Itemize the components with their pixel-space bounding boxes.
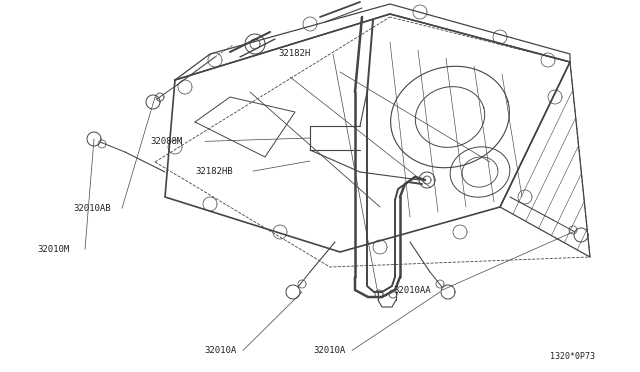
- Text: 32010A: 32010A: [314, 346, 346, 355]
- Text: 32182H: 32182H: [278, 49, 310, 58]
- Text: 32010AA: 32010AA: [394, 286, 431, 295]
- Text: 32088M: 32088M: [150, 137, 182, 146]
- Text: 32010AB: 32010AB: [74, 204, 111, 213]
- Text: 1320*0P73: 1320*0P73: [550, 352, 595, 361]
- Text: 32182HB: 32182HB: [195, 167, 233, 176]
- Text: 32010A: 32010A: [205, 346, 237, 355]
- Text: 32010M: 32010M: [37, 245, 69, 254]
